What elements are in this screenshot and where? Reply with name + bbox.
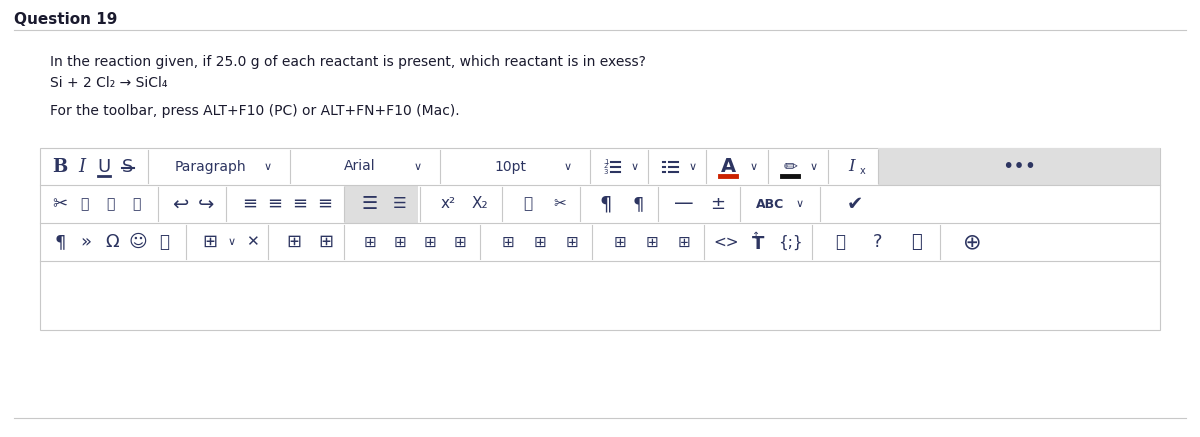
Text: 🔍: 🔍 [132, 197, 140, 211]
Text: 10pt: 10pt [494, 160, 526, 173]
Text: ⊞: ⊞ [394, 235, 407, 250]
Text: 🔗: 🔗 [523, 197, 533, 212]
Text: X₂: X₂ [472, 197, 488, 212]
Text: Arial: Arial [344, 160, 376, 173]
Text: ⊞: ⊞ [613, 235, 626, 250]
Text: ⊞: ⊞ [454, 235, 467, 250]
Text: ∨: ∨ [810, 162, 818, 171]
Text: ABC: ABC [756, 198, 784, 211]
Text: ⊞: ⊞ [565, 235, 578, 250]
Text: {;}: {;} [778, 234, 803, 250]
Text: S: S [122, 157, 133, 176]
Text: 👁: 👁 [835, 233, 845, 251]
Text: ≡: ≡ [293, 195, 307, 213]
Text: Question 19: Question 19 [14, 12, 118, 27]
Text: ∨: ∨ [228, 237, 236, 247]
Text: ⬜: ⬜ [106, 197, 114, 211]
Text: ∨: ∨ [631, 162, 640, 171]
Bar [878, 148, 1160, 185]
Text: 2: 2 [604, 163, 608, 170]
Text: ✂: ✂ [53, 195, 67, 213]
Text: —: — [674, 194, 694, 214]
Text: ✏: ✏ [784, 157, 797, 176]
Text: Ω: Ω [106, 233, 119, 251]
Text: ⊞: ⊞ [364, 235, 377, 250]
Text: ⊞: ⊞ [678, 235, 690, 250]
Bar [344, 185, 418, 223]
Text: 1: 1 [604, 159, 608, 164]
Text: ∨: ∨ [750, 162, 758, 171]
Text: 🔖: 🔖 [158, 233, 169, 251]
Text: ⊞: ⊞ [203, 233, 217, 251]
Text: Paragraph: Paragraph [174, 160, 246, 173]
Text: ⬜: ⬜ [80, 197, 88, 211]
Text: I: I [78, 157, 85, 176]
Text: U: U [97, 157, 110, 176]
Text: x²: x² [440, 197, 456, 212]
Text: ¶: ¶ [632, 195, 643, 213]
Text: ✂: ✂ [553, 197, 566, 212]
Text: ⊕: ⊕ [962, 232, 982, 252]
Text: ∨: ∨ [689, 162, 697, 171]
Text: I: I [848, 158, 856, 175]
Bar [40, 148, 1160, 330]
Text: ⊞: ⊞ [502, 235, 515, 250]
Text: For the toolbar, press ALT+F10 (PC) or ALT+FN+F10 (Mac).: For the toolbar, press ALT+F10 (PC) or A… [50, 104, 460, 118]
Text: •••: ••• [1002, 157, 1036, 176]
Text: ≡: ≡ [242, 195, 258, 213]
Text: ∨: ∨ [414, 162, 422, 171]
Text: T: T [752, 235, 764, 253]
Text: 3: 3 [604, 169, 608, 174]
Text: ✔: ✔ [847, 194, 863, 214]
Text: Si + 2 Cl₂ → SiCl₄: Si + 2 Cl₂ → SiCl₄ [50, 76, 168, 90]
Text: ☰: ☰ [394, 197, 407, 212]
Text: ⊞: ⊞ [424, 235, 437, 250]
Text: ∨: ∨ [264, 162, 272, 171]
Text: ⊞: ⊞ [287, 233, 301, 251]
Text: ∨: ∨ [796, 199, 804, 209]
Text: ↪: ↪ [198, 194, 214, 214]
Text: ≡: ≡ [268, 195, 282, 213]
Text: ±: ± [710, 195, 726, 213]
Text: In the reaction given, if 25.0 g of each reactant is present, which reactant is : In the reaction given, if 25.0 g of each… [50, 55, 646, 69]
Text: A: A [720, 157, 736, 176]
Text: ¶: ¶ [54, 233, 66, 251]
Text: B: B [53, 157, 67, 176]
Text: ?: ? [874, 233, 883, 251]
Text: <>: <> [713, 235, 739, 250]
Text: ∨: ∨ [564, 162, 572, 171]
Text: ≡: ≡ [318, 195, 332, 213]
Text: ⊞: ⊞ [318, 233, 334, 251]
Text: ¶: ¶ [600, 194, 612, 214]
Text: ☺: ☺ [128, 233, 148, 251]
Text: ✕: ✕ [246, 235, 258, 250]
Text: x: x [860, 166, 866, 177]
Text: »: » [80, 233, 91, 251]
Text: ⊞: ⊞ [646, 235, 659, 250]
Text: ↩: ↩ [172, 194, 188, 214]
Text: ⊞: ⊞ [534, 235, 546, 250]
Text: ⤢: ⤢ [911, 233, 922, 251]
Text: ☰: ☰ [362, 195, 378, 213]
Text: ↑: ↑ [752, 231, 760, 241]
